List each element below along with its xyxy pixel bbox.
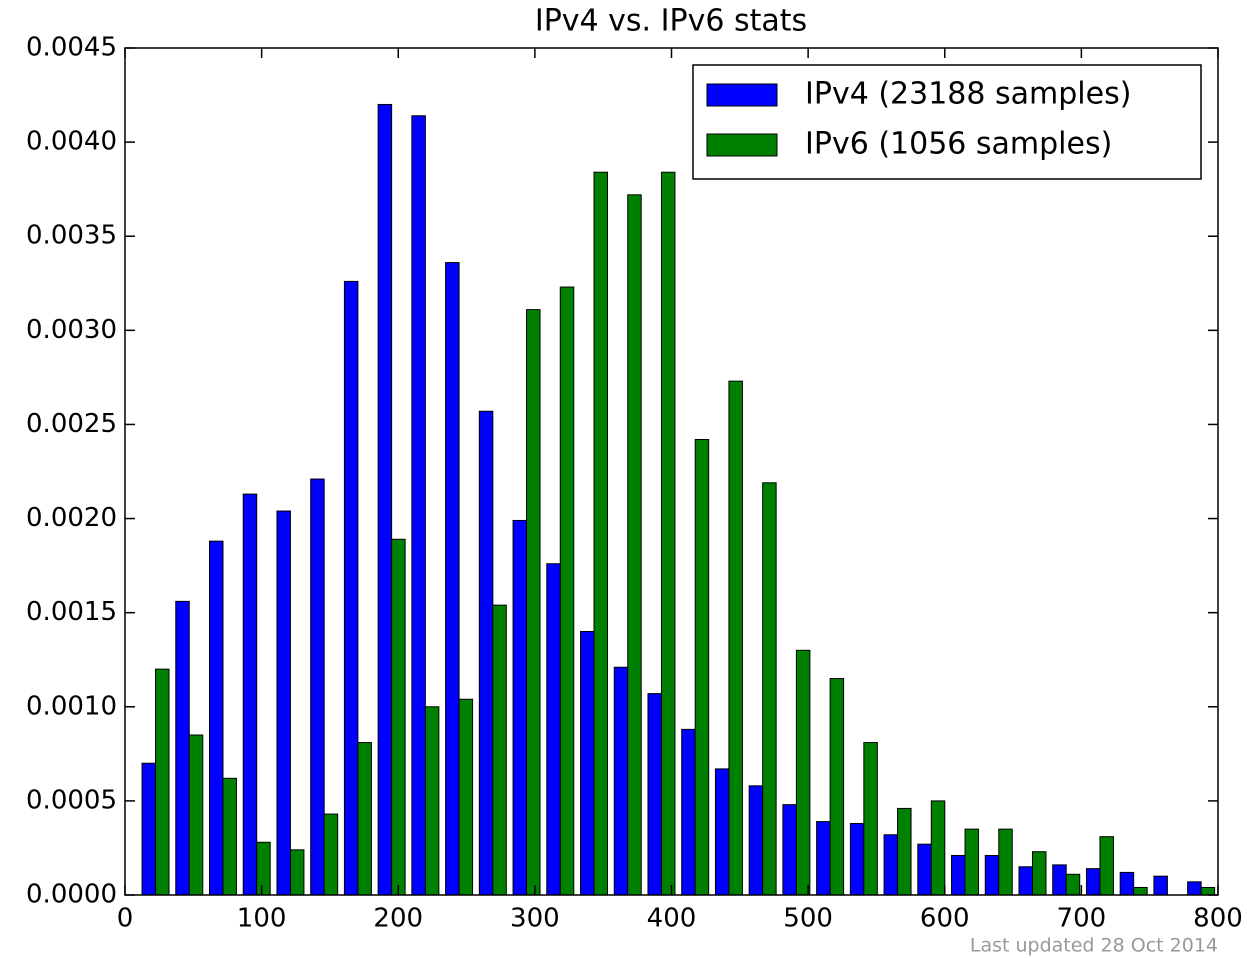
- bar: [411, 115, 426, 896]
- bar: [849, 822, 865, 896]
- y-tick-label: 0.0000: [26, 880, 117, 910]
- y-tick-label: 0.0030: [26, 315, 117, 345]
- bar: [424, 706, 440, 896]
- x-tick-label: 700: [1057, 904, 1107, 934]
- bar: [728, 380, 743, 896]
- legend-swatch: [706, 83, 778, 107]
- legend-box: [692, 64, 1202, 180]
- bar: [512, 519, 528, 896]
- legend-label: IPv4 (23188 samples): [805, 77, 1131, 112]
- bar: [242, 493, 258, 896]
- bar: [782, 804, 797, 896]
- y-tick-label: 0.0020: [26, 503, 117, 533]
- bar: [559, 286, 575, 896]
- bar: [1085, 868, 1101, 896]
- bar: [647, 693, 662, 896]
- bar: [323, 813, 339, 896]
- bar: [1119, 871, 1135, 896]
- bar: [762, 482, 777, 896]
- bar: [222, 777, 237, 896]
- bar: [175, 600, 190, 896]
- bar: [458, 698, 474, 896]
- legend-label: IPv6 (1056 samples): [805, 127, 1112, 162]
- bar: [208, 540, 224, 896]
- legend-swatch: [706, 133, 778, 157]
- footer-note: Last updated 28 Oct 2014: [970, 935, 1218, 957]
- bar: [829, 678, 845, 896]
- bar: [951, 854, 966, 896]
- y-tick-label: 0.0015: [26, 597, 117, 627]
- y-tick-label: 0.0010: [26, 691, 117, 721]
- bar: [930, 800, 946, 896]
- bar: [1031, 851, 1047, 896]
- y-tick-label: 0.0005: [26, 785, 117, 815]
- bar: [580, 630, 595, 896]
- bar: [627, 194, 642, 896]
- y-tick-label: 0.0040: [26, 127, 117, 157]
- bar: [714, 768, 730, 896]
- bar: [1018, 866, 1033, 896]
- bar: [613, 666, 629, 896]
- bar: [593, 171, 608, 896]
- bar: [492, 604, 507, 896]
- bar: [1200, 886, 1216, 896]
- x-tick-label: 0: [117, 904, 134, 934]
- y-tick-label: 0.0035: [26, 221, 117, 251]
- bar: [310, 478, 325, 896]
- bar: [748, 785, 764, 896]
- bar: [681, 728, 696, 896]
- bar: [1187, 881, 1202, 896]
- bar: [141, 762, 157, 896]
- bar: [863, 742, 878, 896]
- bar: [883, 834, 899, 896]
- x-tick-label: 100: [237, 904, 287, 934]
- bar: [964, 828, 980, 896]
- x-tick-label: 600: [920, 904, 970, 934]
- bar: [984, 854, 1000, 896]
- x-tick-label: 200: [373, 904, 423, 934]
- bar: [256, 841, 271, 896]
- chart-title: IPv4 vs. IPv6 stats: [535, 4, 807, 39]
- x-tick-label: 400: [647, 904, 697, 934]
- bar: [343, 280, 359, 896]
- bar: [526, 309, 541, 896]
- bar: [816, 821, 831, 896]
- bar: [546, 563, 561, 896]
- y-tick-label: 0.0045: [26, 33, 117, 63]
- bar: [1133, 886, 1148, 896]
- x-tick-label: 800: [1193, 904, 1243, 934]
- bar: [391, 538, 406, 896]
- y-tick-label: 0.0025: [26, 409, 117, 439]
- bar: [917, 843, 932, 896]
- bar: [998, 828, 1013, 896]
- bar: [1065, 873, 1081, 896]
- bar: [1153, 875, 1168, 896]
- bar: [377, 103, 393, 896]
- bar: [478, 410, 494, 896]
- bar: [1052, 864, 1067, 896]
- bar: [188, 734, 204, 896]
- bar: [660, 171, 676, 896]
- bar: [1099, 836, 1114, 896]
- bar: [694, 439, 710, 896]
- bar: [795, 649, 811, 896]
- bar: [155, 668, 170, 896]
- bar: [357, 742, 372, 896]
- bar: [289, 849, 305, 896]
- bar: [276, 510, 291, 896]
- x-tick-label: 500: [783, 904, 833, 934]
- bar: [897, 807, 912, 896]
- bar: [445, 262, 460, 896]
- x-tick-label: 300: [510, 904, 560, 934]
